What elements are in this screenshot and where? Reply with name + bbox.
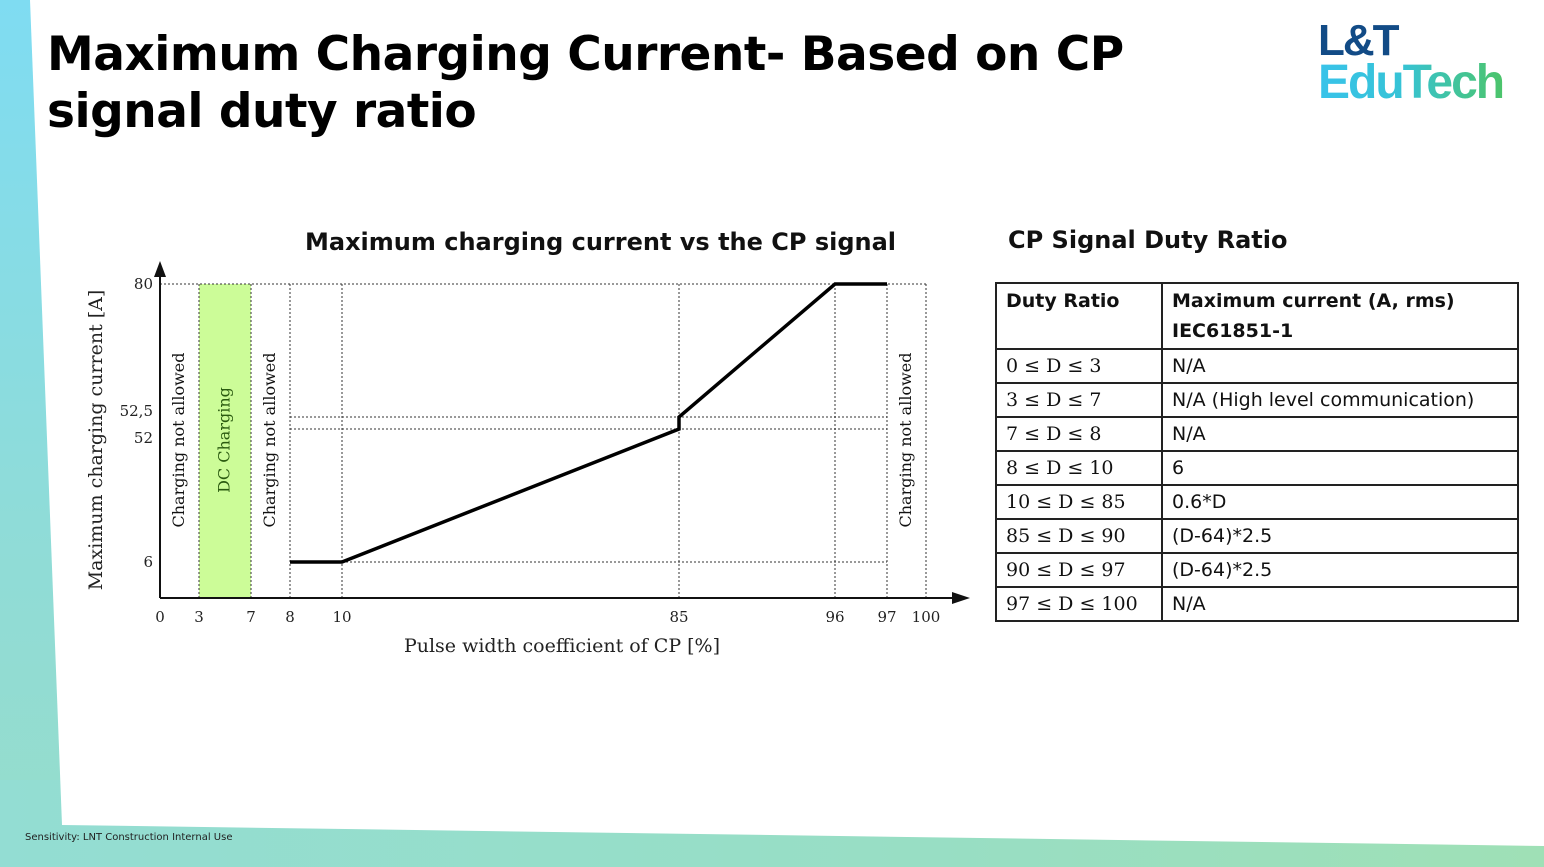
max-current-cell: N/A [1161,348,1519,384]
region-band [887,284,926,598]
duty-ratio-cell: 85 ≤ D ≤ 90 [995,518,1163,554]
x-tick-label: 3 [194,608,204,626]
table-row: 97 ≤ D ≤ 100 N/A [995,586,1519,622]
duty-ratio-cell: 7 ≤ D ≤ 8 [995,416,1163,452]
y-axis-label: Maximum charging current [A] [85,290,107,591]
duty-ratio-cell: 3 ≤ D ≤ 7 [995,382,1163,418]
x-tick-label: 100 [912,608,941,626]
x-tick-label: 97 [877,608,896,626]
duty-ratio-cell: 8 ≤ D ≤ 10 [995,450,1163,486]
slide-title: Maximum Charging Current- Based on CP si… [47,27,1124,139]
max-current-cell: (D-64)*2.5 [1161,518,1519,554]
table-header-row: Duty Ratio Maximum current (A, rms) IEC61… [995,282,1519,350]
x-tick-label: 10 [332,608,351,626]
header-duty-ratio: Duty Ratio [995,282,1163,350]
sensitivity-footer: Sensitivity: LNT Construction Internal U… [25,832,233,843]
x-tick-label: 0 [155,608,165,626]
duty-ratio-table: Duty Ratio Maximum current (A, rms) IEC61… [995,282,1519,622]
y-tick-label: 6 [143,553,153,571]
table-title: CP Signal Duty Ratio [1008,226,1288,254]
max-current-cell: N/A (High level communication) [1161,382,1519,418]
table-row: 3 ≤ D ≤ 7 N/A (High level communication) [995,382,1519,418]
table-row: 0 ≤ D ≤ 3 N/A [995,348,1519,384]
logo-line2: EduTech [1318,56,1505,109]
chart-title: Maximum charging current vs the CP signa… [305,228,897,256]
logo-line1: L&T [1318,16,1400,65]
table-row: 90 ≤ D ≤ 97 (D-64)*2.5 [995,552,1519,588]
max-current-cell: 0.6*D [1161,484,1519,520]
max-current-cell: 6 [1161,450,1519,486]
duty-ratio-cell: 97 ≤ D ≤ 100 [995,586,1163,622]
region-label: Charging not allowed [896,353,915,528]
y-tick-label: 52,5 [120,402,153,420]
x-tick-label: 85 [669,608,688,626]
header-max-current-label: Maximum current (A, rms) [1172,290,1455,312]
y-tick-label: 80 [134,275,153,293]
header-standard: IEC61851-1 [1172,320,1294,342]
max-current-cell: (D-64)*2.5 [1161,552,1519,588]
table-row: 7 ≤ D ≤ 8 N/A [995,416,1519,452]
x-tick-label: 96 [825,608,844,626]
max-current-cell: N/A [1161,416,1519,452]
header-max-current: Maximum current (A, rms) IEC61851-1 [1161,282,1519,350]
y-tick-label: 52 [134,429,153,447]
table-row: 10 ≤ D ≤ 85 0.6*D [995,484,1519,520]
series-line [290,282,887,564]
table-row: 8 ≤ D ≤ 10 6 [995,450,1519,486]
duty-ratio-cell: 90 ≤ D ≤ 97 [995,552,1163,588]
duty-ratio-cell: 10 ≤ D ≤ 85 [995,484,1163,520]
lt-edutech-logo: L&T EduTech [1318,16,1505,109]
max-current-cell: N/A [1161,586,1519,622]
region-label: Charging not allowed [260,353,279,528]
x-tick-label: 7 [246,608,256,626]
y-axis-arrow-icon [154,261,166,277]
x-axis-arrow-icon [952,592,970,604]
x-axis-label: Pulse width coefficient of CP [%] [404,635,720,657]
region-band [199,284,251,598]
duty-ratio-cell: 0 ≤ D ≤ 3 [995,348,1163,384]
region-band [160,284,199,598]
chart: Charging not allowed DC Charging Charging … [85,261,970,657]
table-row: 85 ≤ D ≤ 90 (D-64)*2.5 [995,518,1519,554]
region-label: Charging not allowed [169,353,188,528]
x-tick-label: 8 [285,608,295,626]
region-label: DC Charging [215,387,234,493]
region-band [251,284,290,598]
